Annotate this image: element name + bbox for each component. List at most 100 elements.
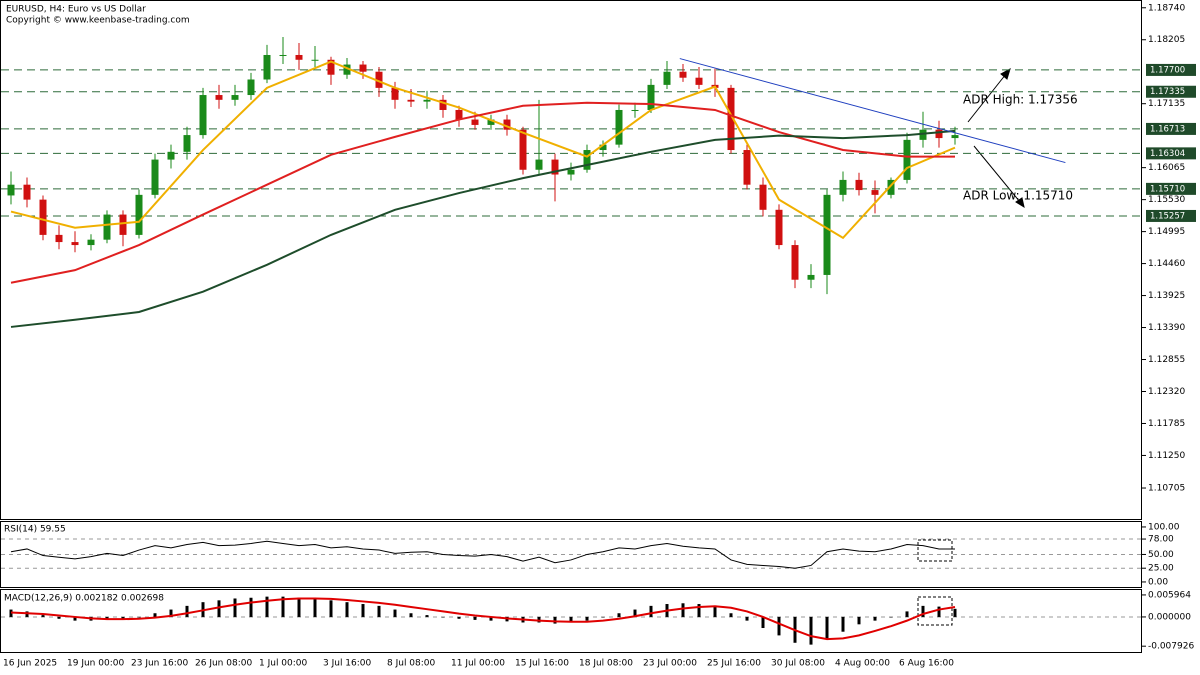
macd-bar <box>361 604 365 617</box>
candle-body <box>311 59 319 61</box>
macd-bar <box>441 616 445 618</box>
candle-body <box>151 159 159 195</box>
x-tick-label: 4 Aug 00:00 <box>835 659 890 669</box>
candle-body <box>791 245 799 280</box>
annotation: ADR Low: 1.15710 <box>963 189 1073 203</box>
macd-bar <box>841 616 845 632</box>
x-tick-label: 6 Aug 16:00 <box>899 659 954 669</box>
level-label: 1.16304 <box>1150 149 1185 159</box>
candle-body <box>71 242 79 246</box>
candle-body <box>727 87 735 151</box>
candle-body <box>423 99 431 102</box>
x-tick-label: 3 Jul 16:00 <box>323 659 372 669</box>
macd-bar <box>745 616 749 621</box>
y-tick-label: 25.00 <box>1148 564 1174 574</box>
y-tick-label: 1.18740 <box>1148 3 1185 13</box>
y-tick-label: 1.10705 <box>1148 484 1185 494</box>
level-box <box>1146 63 1196 76</box>
level-box <box>1146 209 1196 222</box>
candle-body <box>455 109 463 120</box>
level-label: 1.15710 <box>1150 184 1185 194</box>
x-tick-label: 16 Jun 2025 <box>3 659 57 669</box>
x-tick-label: 23 Jun 16:00 <box>131 659 188 669</box>
candle-body <box>871 190 879 195</box>
rsi-line <box>10 540 955 569</box>
candle-body <box>631 109 639 111</box>
macd-bar <box>73 616 77 621</box>
highlight-box <box>917 596 953 626</box>
macd-bar <box>41 615 45 617</box>
level-box <box>1146 122 1196 135</box>
signal-line <box>10 597 956 641</box>
macd-bar <box>825 616 829 640</box>
x-tick-label: 19 Jun 00:00 <box>67 659 124 669</box>
candle-body <box>903 139 911 180</box>
level-label: 1.15257 <box>1150 211 1185 221</box>
level-box <box>1146 147 1196 160</box>
level-label: 1.16713 <box>1150 124 1185 134</box>
macd-bar <box>633 609 637 617</box>
macd-bar <box>601 616 605 618</box>
arrows <box>967 67 1025 209</box>
macd-bar <box>281 596 285 617</box>
candle-body <box>935 129 943 139</box>
macd-bar <box>937 606 941 617</box>
candle-body <box>823 194 831 275</box>
y-tick-label: 78.00 <box>1148 535 1174 545</box>
candle-body <box>919 129 927 140</box>
chart-subtitle: Copyright © www.keenbase-trading.com <box>6 16 190 26</box>
macd-bar <box>617 613 621 617</box>
candle-body <box>951 135 959 139</box>
macd-bar <box>489 616 493 621</box>
candle-body <box>759 184 767 210</box>
macd-bar <box>857 616 861 625</box>
candle-body <box>583 150 591 170</box>
candle-body <box>647 84 655 110</box>
candle-body <box>279 54 287 56</box>
candle-body <box>375 71 383 88</box>
x-tick-label: 1 Jul 00:00 <box>259 659 308 669</box>
macd-bar <box>297 597 301 617</box>
macd-bar <box>585 616 589 621</box>
y-tick-label: -0.007926 <box>1148 642 1194 652</box>
candle-body <box>679 71 687 78</box>
candle-body <box>839 179 847 195</box>
macd-bar <box>393 609 397 617</box>
x-tick-label: 30 Jul 08:00 <box>771 659 825 669</box>
macd-bar <box>121 616 125 619</box>
y-tick-label: 0.005964 <box>1148 590 1191 600</box>
level-box <box>1146 85 1196 98</box>
rsi-title: RSI(14) 59.55 <box>4 525 66 535</box>
moving-average <box>10 129 956 328</box>
candle-body <box>535 159 543 170</box>
y-tick-label: 1.13390 <box>1148 323 1185 333</box>
macd-bar <box>953 608 957 617</box>
candle-body <box>615 109 623 145</box>
candle-body <box>327 59 335 75</box>
candle-body <box>471 119 479 125</box>
macd-bar <box>681 603 685 617</box>
trend-line <box>679 58 1066 164</box>
macd-bar <box>377 605 381 617</box>
y-tick-label: 100.00 <box>1148 522 1180 532</box>
candle-body <box>567 169 575 175</box>
chart-title: EURUSD, H4: Euro vs US Dollar <box>6 5 146 15</box>
price-panel <box>0 0 1142 520</box>
macd-bar <box>761 616 765 629</box>
macd-bar <box>921 605 925 617</box>
candle-body <box>199 95 207 136</box>
level-label: 1.17700 <box>1150 65 1185 75</box>
candle-body <box>775 209 783 246</box>
y-tick-label: 1.17135 <box>1148 99 1185 109</box>
y-tick-label: 1.11250 <box>1148 451 1185 461</box>
candle-body <box>695 77 703 85</box>
macd-bar <box>777 616 781 636</box>
macd-bar <box>473 616 477 620</box>
candle-body <box>87 239 95 246</box>
candle-body <box>487 119 495 125</box>
macd-bar <box>905 611 909 617</box>
macd-bar <box>169 609 173 617</box>
candle-body <box>215 95 223 100</box>
candle-body <box>231 95 239 100</box>
